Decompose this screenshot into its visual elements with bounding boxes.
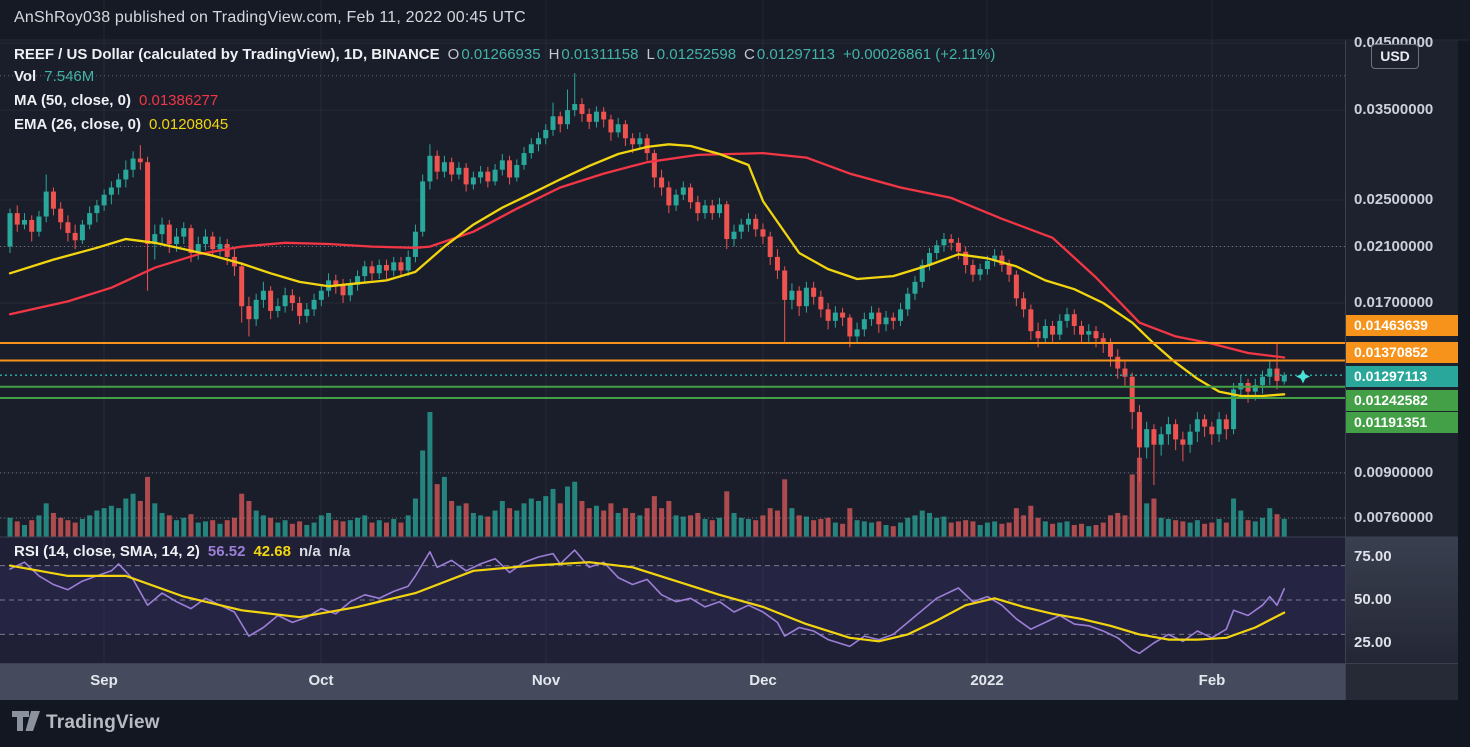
price-level-badge: 0.01297113: [1346, 365, 1458, 387]
rsi-tick-label: 75.00: [1354, 548, 1392, 565]
tradingview-logo-icon[interactable]: [12, 711, 42, 735]
ohlc-close: C 0.01297113: [744, 46, 836, 63]
rsi-sma-value: 42.68: [253, 543, 291, 560]
price-change: +0.00026861 (+2.11%): [843, 46, 996, 63]
time-axis-area[interactable]: [0, 663, 1345, 701]
price-level-badge: 0.01191351: [1346, 411, 1458, 433]
price-level-badge: 0.01242582: [1346, 389, 1458, 411]
rsi-na-2: n/a: [328, 543, 351, 560]
ohlc-high: H 0.01311158: [548, 46, 639, 63]
time-axis-label: Feb: [1198, 672, 1226, 689]
published-attribution: AnShRoy038 published on TradingView.com,…: [14, 9, 526, 26]
time-axis-label: 2022: [970, 672, 1004, 689]
right-edge-strip: [1458, 40, 1470, 700]
ohlc-open: O 0.01266935: [447, 46, 541, 63]
currency-toggle-badge[interactable]: USD: [1371, 44, 1419, 69]
ema-value: 0.01208045: [149, 116, 229, 133]
rsi-label: RSI (14, close, SMA, 14, 2): [14, 543, 200, 560]
axis-corner-block: [1345, 663, 1459, 701]
rsi-tick-label: 50.00: [1354, 591, 1392, 608]
ma-label: MA (50, close, 0): [14, 92, 131, 109]
time-axis-label: Dec: [749, 672, 777, 689]
symbol-legend-row[interactable]: REEF / US Dollar (calculated by TradingV…: [14, 46, 995, 63]
price-axis-area[interactable]: [1345, 40, 1459, 537]
ema-label: EMA (26, close, 0): [14, 116, 141, 133]
rsi-legend-row[interactable]: RSI (14, close, SMA, 14, 2) 56.52 42.68 …: [14, 543, 350, 560]
ma-legend-row[interactable]: MA (50, close, 0) 0.01386277: [14, 92, 218, 109]
time-axis-label: Nov: [531, 672, 561, 689]
time-axis-label: Oct: [308, 672, 334, 689]
rsi-tick-label: 25.00: [1354, 634, 1392, 651]
footer-bar: [0, 700, 1470, 747]
symbol-title: REEF / US Dollar (calculated by TradingV…: [14, 46, 440, 63]
volume-value: 7.546M: [44, 68, 95, 85]
price-tick-label: 0.00760000: [1354, 509, 1434, 527]
header-bar: [0, 0, 1470, 40]
ema-legend-row[interactable]: EMA (26, close, 0) 0.01208045: [14, 116, 228, 133]
price-level-badge: 0.01370852: [1346, 341, 1458, 363]
volume-label: Vol: [14, 68, 37, 85]
time-axis-label: Sep: [90, 672, 118, 689]
ohlc-low: L 0.01252598: [646, 46, 737, 63]
price-level-badge: 0.01463639: [1346, 314, 1458, 336]
volume-legend-row[interactable]: Vol 7.546M: [14, 68, 94, 85]
ma-value: 0.01386277: [138, 92, 219, 109]
price-tick-label: 0.02100000: [1354, 237, 1434, 255]
price-tick-label: 0.00900000: [1354, 463, 1434, 481]
price-tick-label: 0.02500000: [1354, 190, 1434, 208]
price-tick-label: 0.01700000: [1354, 293, 1434, 311]
rsi-value: 56.52: [207, 543, 246, 560]
tradingview-wordmark[interactable]: TradingView: [46, 712, 160, 733]
price-tick-label: 0.03500000: [1354, 101, 1434, 119]
rsi-axis-area[interactable]: [1345, 537, 1459, 663]
rsi-na-1: n/a: [299, 543, 321, 560]
